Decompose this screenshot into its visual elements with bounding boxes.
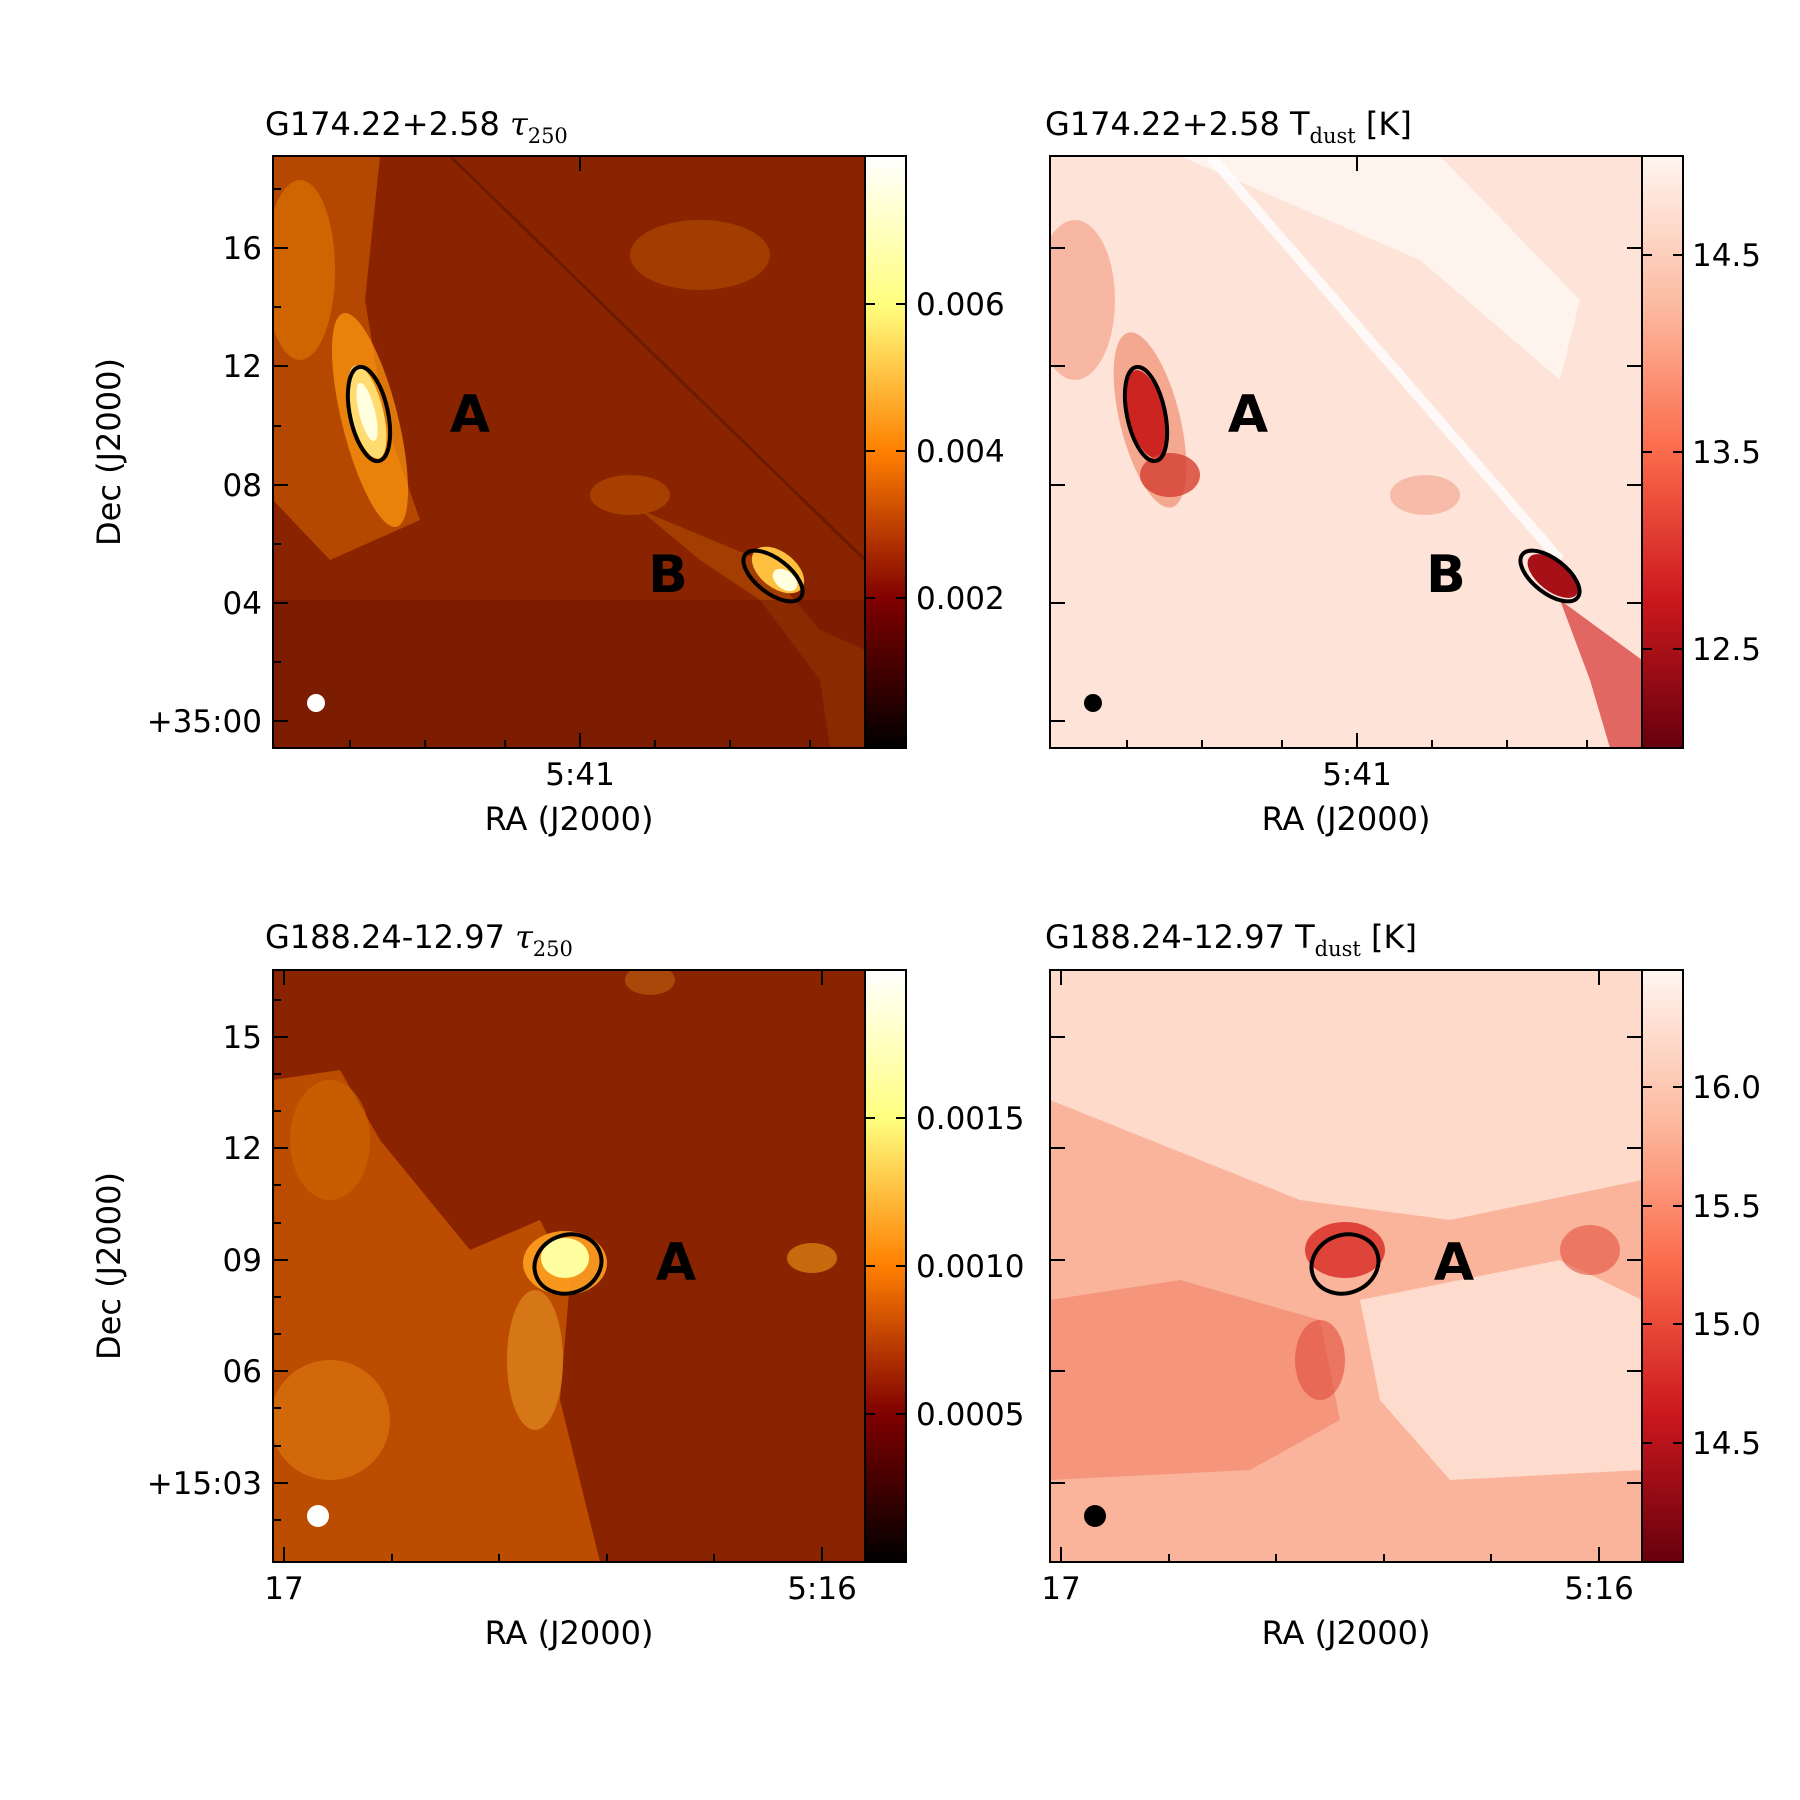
x-axis-label: RA (J2000) xyxy=(485,800,654,838)
beam-marker xyxy=(307,1505,329,1527)
source-label-a: A xyxy=(450,385,490,445)
y-tick-label: 16 xyxy=(223,231,262,267)
colorbar-tick-label: 15.0 xyxy=(1692,1307,1761,1343)
panel-title: G174.22+2.58 Tdust [K] xyxy=(1045,105,1412,148)
x-axis-label: RA (J2000) xyxy=(1262,800,1431,838)
colorbar-tick-label: 0.0005 xyxy=(916,1397,1024,1433)
y-tick-label: +15:03 xyxy=(147,1466,262,1502)
panel-title: G174.22+2.58 τ250 xyxy=(265,105,568,148)
panel-title: G188.24-12.97 Tdust [K] xyxy=(1045,918,1417,961)
x-axis-label: RA (J2000) xyxy=(485,1614,654,1652)
colorbar-tick-label: 0.004 xyxy=(916,434,1005,470)
beam-marker xyxy=(1084,694,1102,712)
y-tick-label: 12 xyxy=(223,349,262,385)
source-contour-a xyxy=(532,1232,604,1296)
colorbar-tick-label: 16.0 xyxy=(1692,1070,1761,1106)
panel-tau-top: G174.22+2.58 τ250 A B xyxy=(90,105,1005,838)
y-ticks xyxy=(1050,247,1642,722)
x-tick-label: 5:16 xyxy=(787,1571,857,1607)
panel-tau-bottom: G188.24-12.97 τ250 A 17 5:16 xyxy=(90,918,1024,1652)
y-tick-label: 09 xyxy=(223,1243,262,1279)
colorbar-tick-label: 0.0010 xyxy=(916,1249,1024,1285)
colorbar-tick-label: 0.002 xyxy=(916,581,1005,617)
y-tick-label: +35:00 xyxy=(147,704,262,740)
y-axis-label: Dec (J2000) xyxy=(90,358,128,546)
source-label-a: A xyxy=(1228,385,1268,445)
source-label-a: A xyxy=(1434,1233,1474,1293)
x-ticks xyxy=(1060,970,1600,1562)
colorbar-tick-label: 0.006 xyxy=(916,287,1005,323)
x-tick-label: 5:41 xyxy=(1322,757,1392,793)
x-ticks xyxy=(283,970,823,1562)
y-axis-label: Dec (J2000) xyxy=(90,1172,128,1360)
colorbar-tick-label: 14.5 xyxy=(1692,1426,1761,1462)
colorbar-tick-label: 14.5 xyxy=(1692,238,1761,274)
source-contour-a xyxy=(345,364,393,464)
y-ticks xyxy=(273,999,288,1521)
y-tick-label: 08 xyxy=(223,468,262,504)
source-contour-b xyxy=(1518,548,1582,604)
x-tick-label: 17 xyxy=(1041,1571,1080,1607)
x-ticks xyxy=(349,156,811,748)
source-contour-a xyxy=(1309,1232,1381,1296)
y-tick-label: 15 xyxy=(223,1020,262,1056)
y-ticks xyxy=(1050,1036,1642,1484)
source-label-b: B xyxy=(648,545,688,605)
source-contour-a xyxy=(1122,364,1170,464)
colorbar-tick-label: 15.5 xyxy=(1692,1189,1761,1225)
source-label-b: B xyxy=(1426,545,1466,605)
source-label-a: A xyxy=(656,1233,696,1293)
y-tick-label: 12 xyxy=(223,1131,262,1167)
x-tick-label: 17 xyxy=(264,1571,303,1607)
x-tick-label: 5:16 xyxy=(1564,1571,1634,1607)
x-tick-label: 5:41 xyxy=(545,757,615,793)
colorbar-tick-label: 13.5 xyxy=(1692,435,1761,471)
panel-tdust-top: G174.22+2.58 Tdust [K] A B 5:41 xyxy=(1045,105,1761,838)
colorbar-tick-label: 0.0015 xyxy=(916,1101,1024,1137)
y-tick-label: 04 xyxy=(223,586,262,622)
heatmap-image xyxy=(273,156,865,748)
y-tick-label: 06 xyxy=(223,1354,262,1390)
colorbar-tick-label: 12.5 xyxy=(1692,632,1761,668)
panel-title: G188.24-12.97 τ250 xyxy=(265,918,573,961)
beam-marker xyxy=(307,694,325,712)
panel-tdust-bottom: G188.24-12.97 Tdust [K] A 17 5:16 xyxy=(1041,918,1761,1652)
colorbar xyxy=(1641,969,1684,1563)
heatmap-image xyxy=(1050,156,1642,748)
x-ticks xyxy=(1126,156,1588,748)
beam-marker xyxy=(1084,1505,1106,1527)
x-axis-label: RA (J2000) xyxy=(1262,1614,1431,1652)
source-contour-b xyxy=(741,548,805,604)
y-ticks xyxy=(273,188,288,722)
heatmap-image xyxy=(1050,970,1642,1562)
heatmap-image xyxy=(273,970,865,1562)
